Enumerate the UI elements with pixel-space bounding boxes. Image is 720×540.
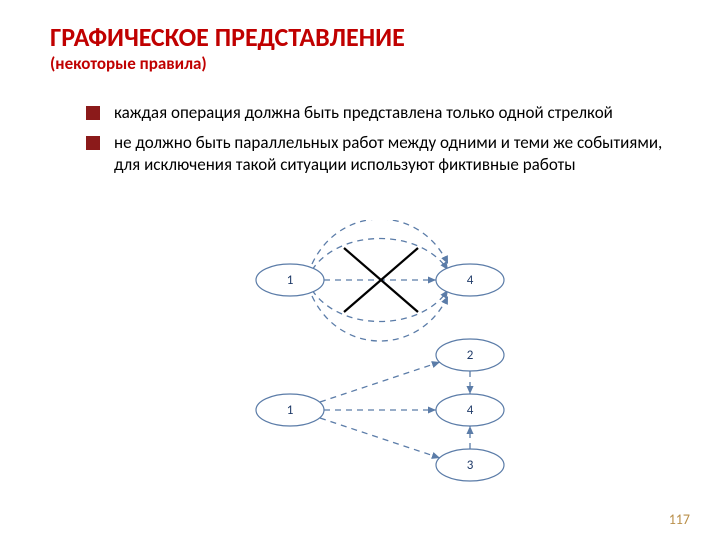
svg-text:1: 1 <box>287 403 294 418</box>
page-title: ГРАФИЧЕСКОЕ ПРЕДСТАВЛЕНИЕ <box>50 24 670 51</box>
diagram-svg: 1 4 1 2 4 3 <box>0 220 720 510</box>
list-item: каждая операция должна быть представлена… <box>86 102 670 124</box>
svg-text:1: 1 <box>287 273 294 288</box>
diagram: 1 4 1 2 4 3 <box>0 220 720 510</box>
bullet-text: каждая операция должна быть представлена… <box>114 102 613 124</box>
svg-text:2: 2 <box>467 348 474 363</box>
page-number: 117 <box>669 511 690 528</box>
bullet-icon <box>86 106 100 120</box>
page-subtitle: (некоторые правила) <box>50 53 670 74</box>
bullet-icon <box>86 136 100 150</box>
svg-text:3: 3 <box>467 458 474 473</box>
svg-text:4: 4 <box>467 403 474 418</box>
bullet-text: не должно быть параллельных работ между … <box>114 132 670 176</box>
bullet-list: каждая операция должна быть представлена… <box>50 102 670 176</box>
list-item: не должно быть параллельных работ между … <box>86 132 670 176</box>
svg-text:4: 4 <box>467 273 474 288</box>
